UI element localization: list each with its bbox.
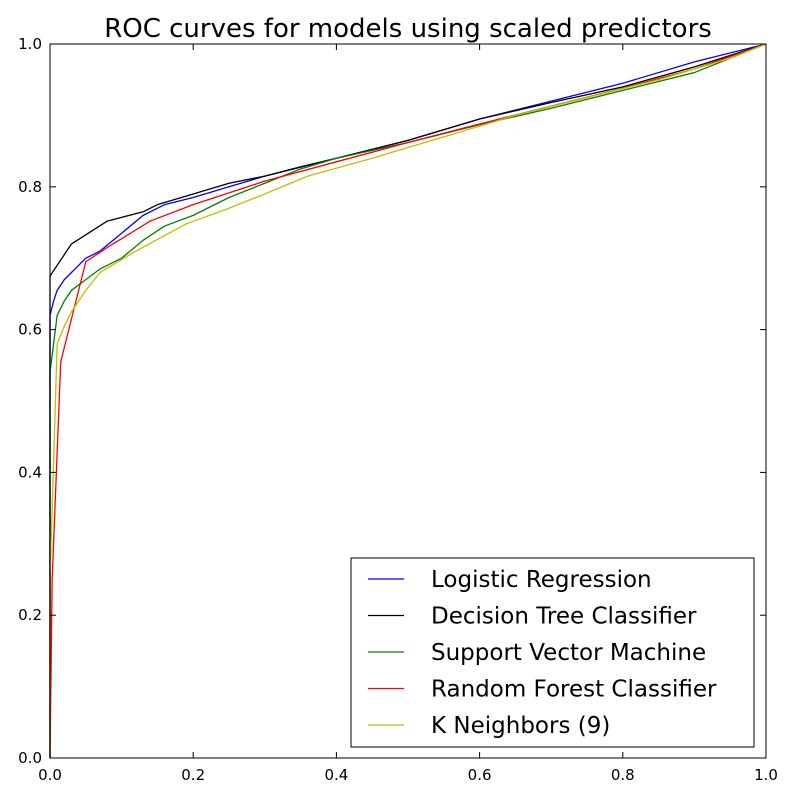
legend-entries: Logistic Regression Decision Tree Classif…	[368, 567, 717, 739]
x-tick-label: 1.0	[754, 766, 778, 784]
plot-frame	[49, 43, 767, 759]
x-tick-label: 0.4	[324, 766, 348, 784]
axis-tick-labels: 0.0 0.2 0.4 0.6 0.8 1.0 0.0 0.2 0.4 0.6 0.8 1.0	[18, 35, 778, 784]
chart-title: ROC curves for models using scaled predi…	[104, 14, 712, 44]
legend: Logistic Regression Decision Tree Classif…	[350, 557, 755, 748]
x-tick-label: 0.6	[468, 766, 492, 784]
series-line-1	[49, 43, 767, 758]
y-tick-label: 0.4	[18, 463, 42, 481]
x-tick-label: 0.8	[611, 766, 635, 784]
x-tick-label: 0.0	[38, 766, 62, 784]
y-tick-label: 1.0	[18, 35, 42, 53]
axis-ticks	[49, 43, 767, 759]
series-line-2	[49, 43, 767, 758]
legend-label-1: Decision Tree Classifier	[431, 604, 697, 630]
legend-label-2: Support Vector Machine	[431, 640, 706, 666]
x-tick-label: 0.2	[181, 766, 205, 784]
y-tick-label: 0.6	[18, 321, 42, 339]
series-line-4	[49, 43, 767, 758]
legend-label-4: K Neighbors (9)	[431, 713, 610, 739]
series-lines	[49, 43, 767, 759]
y-tick-label: 0.0	[18, 749, 42, 767]
legend-label-3: Random Forest Classifier	[431, 677, 717, 703]
y-tick-label: 0.8	[18, 178, 42, 196]
legend-label-0: Logistic Regression	[431, 567, 652, 593]
legend-box	[350, 557, 755, 748]
y-tick-label: 0.2	[18, 606, 42, 624]
